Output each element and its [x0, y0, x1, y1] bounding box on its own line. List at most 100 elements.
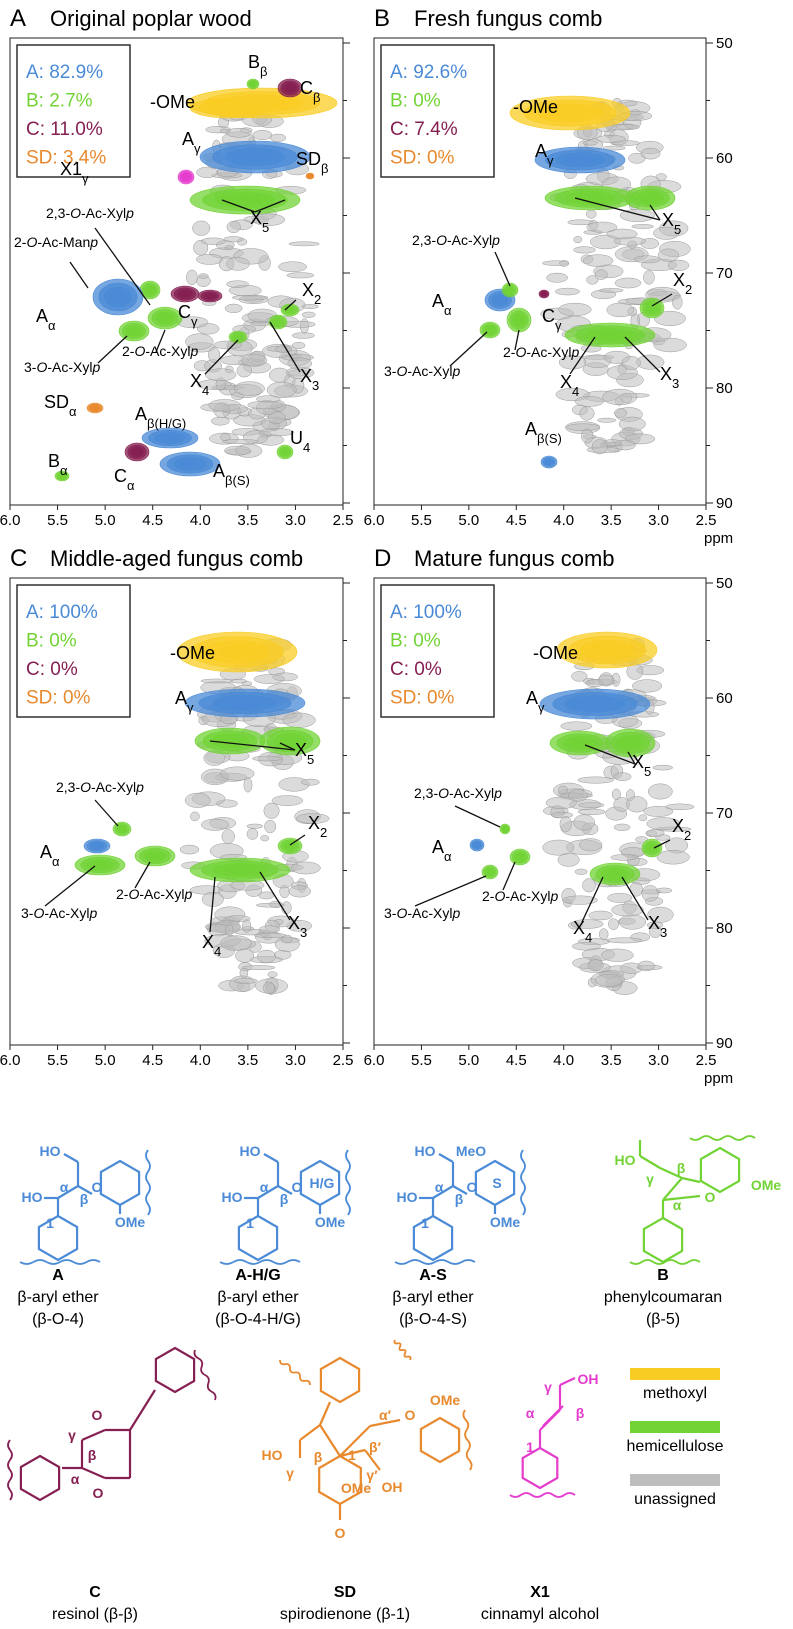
unassigned-contour — [220, 766, 255, 781]
atom-label: HO — [615, 1152, 636, 1168]
label-italic: O — [436, 232, 447, 248]
label-part: -OMe — [150, 92, 195, 112]
legend-entry: SD: 3.4% — [26, 148, 106, 169]
y-tick-label: 60 — [716, 150, 733, 167]
annotation-arrow — [69, 261, 89, 289]
unassigned-contour — [205, 368, 237, 382]
signal-contour — [180, 459, 200, 469]
x-tick-label: 4.0 — [190, 1052, 211, 1069]
annotation-arrow — [44, 865, 96, 907]
wavy-bond — [629, 1259, 701, 1265]
wavy-bond — [7, 1439, 13, 1501]
atom-label: α — [260, 1179, 269, 1195]
signal-contour — [308, 174, 312, 178]
peak-label: X4 — [190, 371, 209, 398]
annotation-arrow — [581, 876, 604, 923]
structure-description: β-aryl ether — [17, 1289, 99, 1306]
legend-box — [380, 584, 495, 718]
peak-label: X2 — [673, 270, 692, 297]
label-part: A — [182, 129, 194, 149]
atom-label: γ — [646, 1171, 654, 1187]
label-subscript: 3 — [312, 378, 319, 393]
bond — [277, 1185, 293, 1195]
signal-contour — [516, 854, 524, 860]
unassigned-contour — [186, 269, 198, 286]
label-subscript: β — [313, 90, 320, 105]
legend-entry: A: 82.9% — [26, 62, 103, 83]
peak-label: -OMe — [533, 643, 578, 663]
label-part: 2,3- — [46, 205, 70, 221]
unassigned-contour — [574, 396, 604, 407]
unassigned-contour — [611, 903, 644, 917]
peak-label: Aβ(S) — [525, 419, 562, 446]
unassigned-contour — [224, 245, 234, 250]
signal-contour — [59, 474, 65, 478]
wavy-bond — [19, 1259, 101, 1265]
label-italic: O — [438, 785, 449, 801]
structure-id: SD — [334, 1584, 356, 1601]
structure-id: A-H/G — [235, 1267, 280, 1284]
label-part: A — [40, 842, 52, 862]
peak-label: X5 — [632, 752, 651, 779]
unassigned-contour — [646, 829, 665, 837]
unassigned-contour — [555, 287, 580, 296]
unassigned-contour — [614, 277, 642, 289]
peak-label: X4 — [573, 918, 592, 945]
peak-label: 2,3-O-Ac-Xylp — [412, 232, 500, 248]
annotation-arrow — [204, 339, 239, 375]
atom-label: α — [526, 1405, 535, 1421]
annotation-arrow — [94, 799, 119, 827]
annotation-arrow — [289, 834, 306, 846]
label-part: -OMe — [170, 643, 215, 663]
label-subscript: 2 — [685, 282, 692, 297]
unassigned-contour — [271, 795, 304, 806]
signal-contour — [217, 104, 243, 112]
label-italic: p — [451, 363, 460, 379]
label-subscript: 5 — [262, 220, 269, 235]
label-part: C — [178, 302, 191, 322]
annotation-arrow — [134, 861, 151, 889]
unassigned-contour — [253, 932, 287, 939]
label-italic: O — [134, 343, 145, 359]
unassigned-contour — [220, 935, 252, 951]
annotation-arrow — [514, 329, 520, 351]
unassigned-contour — [602, 388, 638, 406]
label-italic: O — [26, 234, 37, 250]
unassigned-contour — [652, 764, 674, 771]
unassigned-contour — [269, 367, 290, 383]
label-part: 2- — [116, 886, 129, 902]
unassigned-contour — [210, 416, 230, 426]
annotation-arrow — [621, 876, 649, 921]
unassigned-contour — [574, 868, 588, 875]
bond — [559, 1377, 576, 1386]
unassigned-contour — [598, 928, 609, 941]
signal-contour — [595, 330, 625, 340]
label-part: X — [672, 816, 684, 836]
unassigned-contour — [618, 416, 646, 432]
wavy-bond — [219, 1259, 301, 1265]
label-italic: p — [88, 905, 97, 921]
unassigned-contour — [291, 341, 306, 350]
unassigned-contour — [551, 811, 573, 819]
peak-label: X4 — [202, 932, 221, 959]
ring — [419, 1416, 461, 1464]
label-part: SD — [296, 149, 321, 169]
peak-label: X3 — [660, 364, 679, 391]
atom-label: α — [435, 1179, 444, 1195]
bond — [129, 1389, 156, 1431]
unassigned-contour — [606, 937, 643, 944]
structure-description: resinol (β-β) — [52, 1606, 138, 1623]
x-tick-label: 4.0 — [553, 1052, 574, 1069]
label-part: -Ac-Xyl — [449, 785, 494, 801]
label-part: X — [300, 366, 312, 386]
annotation-arrow — [574, 197, 661, 221]
unassigned-contour — [599, 288, 624, 293]
label-subscript: 5 — [644, 764, 651, 779]
atom-label: 1 — [348, 1447, 356, 1463]
legend-entry: B: 2.7% — [26, 91, 93, 112]
panel-title: Middle-aged fungus comb — [50, 546, 303, 571]
x-tick-label: 3.0 — [285, 512, 306, 529]
peak-label: 3-O-Ac-Xylp — [384, 905, 460, 921]
structure-description: (β-O-4-S) — [399, 1311, 467, 1328]
